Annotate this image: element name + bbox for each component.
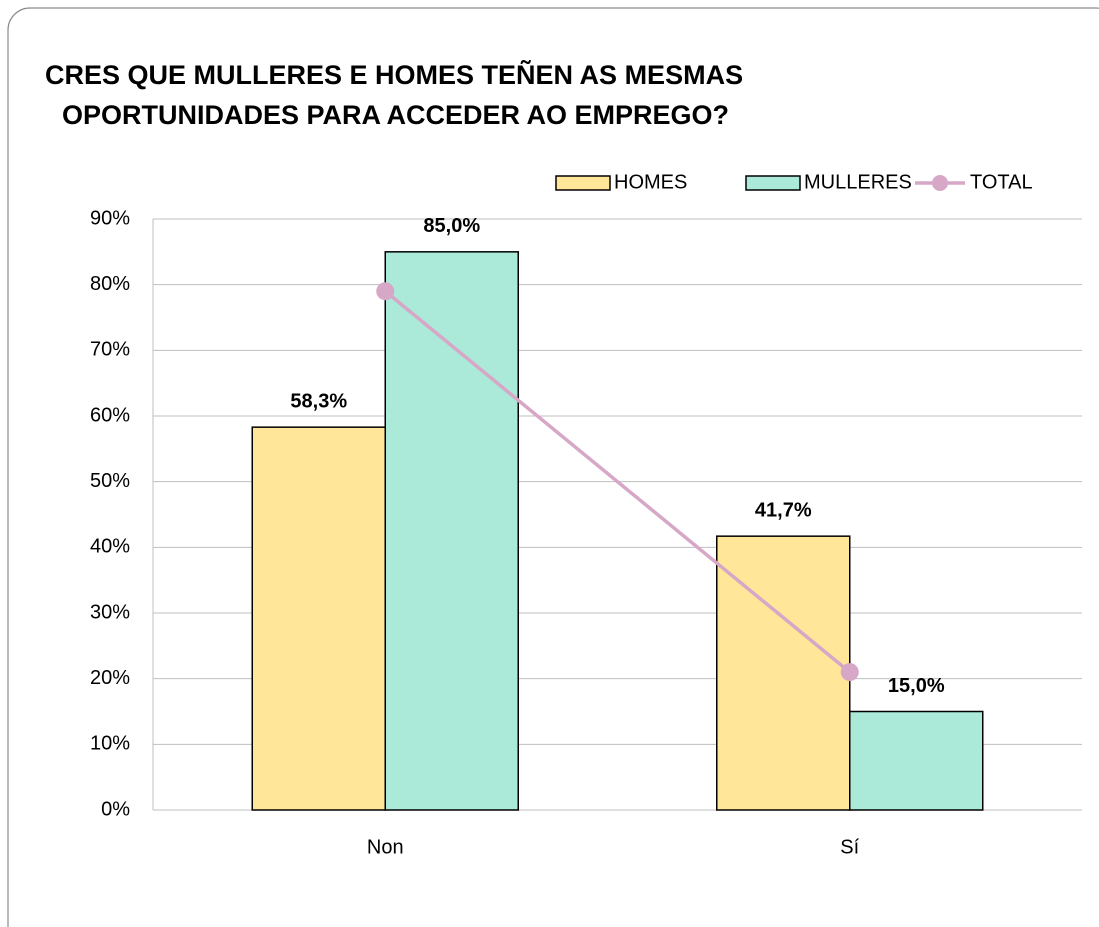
legend-swatch [555, 175, 611, 191]
legend-label: TOTAL [970, 171, 1033, 193]
bar [384, 251, 519, 811]
x-tick-label: Sí [840, 836, 859, 858]
x-tick-label: Non [367, 836, 404, 858]
y-tick-label: 70% [90, 339, 130, 361]
y-tick-label: 60% [90, 404, 130, 426]
line-marker [840, 663, 859, 682]
line-series [384, 289, 851, 674]
y-tick-label: 20% [90, 667, 130, 689]
y-tick-label: 10% [90, 733, 130, 755]
bar [849, 710, 984, 811]
data-label: 85,0% [423, 215, 480, 237]
y-tick-label: 30% [90, 601, 130, 623]
y-tick-label: 40% [90, 536, 130, 558]
y-tick-label: 80% [90, 273, 130, 295]
data-label: 41,7% [755, 499, 812, 521]
y-tick-label: 50% [90, 470, 130, 492]
legend-swatch [932, 175, 948, 191]
legend-swatch [745, 175, 801, 191]
chart-title: CRES QUE MULLERES E HOMES TEÑEN AS MESMA… [45, 59, 743, 90]
line-marker [376, 282, 395, 301]
y-tick-label: 90% [90, 207, 130, 229]
bar [251, 426, 386, 811]
chart-title: OPORTUNIDADES PARA ACCEDER AO EMPREGO? [62, 100, 729, 130]
legend-label: HOMES [614, 171, 687, 193]
data-label: 58,3% [290, 390, 347, 412]
data-label: 15,0% [888, 675, 945, 697]
legend-label: MULLERES [804, 171, 912, 193]
y-tick-label: 0% [101, 798, 130, 820]
